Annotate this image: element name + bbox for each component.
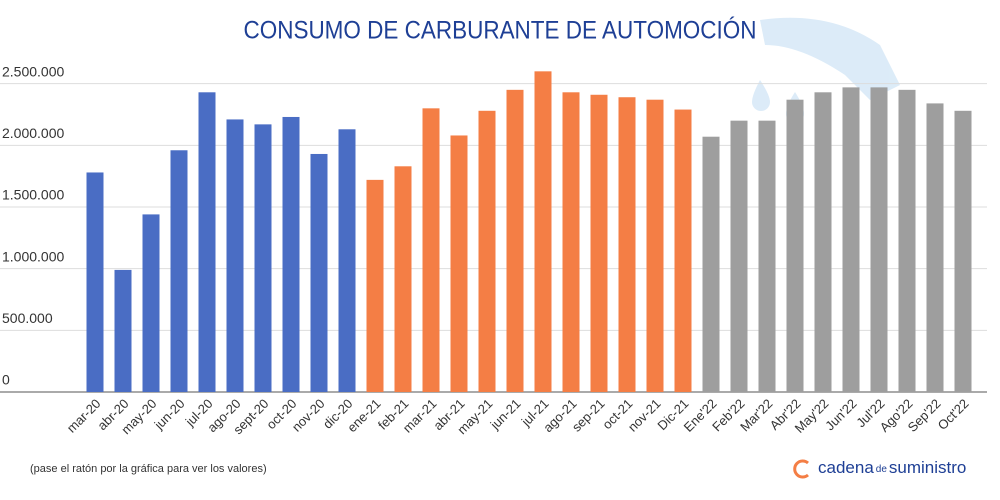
- logo-mark: [793, 459, 809, 479]
- chart-title: CONSUMO DE CARBURANTE DE AUTOMOCIÓN: [243, 17, 756, 45]
- x-tick-label: Jun'22: [822, 396, 859, 433]
- bar: [338, 129, 356, 393]
- bar: [954, 110, 972, 393]
- bar: [898, 89, 916, 392]
- bar: [842, 87, 860, 392]
- x-tick-label: Oct'22: [935, 396, 972, 433]
- bar: [646, 99, 664, 392]
- bar: [114, 269, 132, 392]
- bar: [786, 99, 804, 392]
- brand-logo: cadena de suministro: [793, 458, 966, 479]
- bar: [310, 153, 328, 392]
- bar: [590, 94, 608, 393]
- x-tick-label: jun-20: [151, 396, 188, 433]
- bar: [254, 124, 272, 392]
- brand-text: suministro: [889, 458, 966, 477]
- bar: [478, 110, 496, 393]
- bar: [450, 135, 468, 392]
- x-tick-label: mar-20: [64, 396, 104, 436]
- bar: [422, 108, 440, 392]
- y-tick-label: 0: [2, 372, 10, 388]
- y-tick-label: 2.500.000: [2, 63, 64, 79]
- brand-text: de: [876, 464, 888, 475]
- brand-part1: cadena de suministro: [818, 458, 966, 477]
- x-tick-label: jun-21: [487, 396, 524, 433]
- brand-text: cadena: [818, 458, 874, 477]
- bar: [618, 97, 636, 392]
- y-tick-label: 1.000.000: [2, 248, 64, 264]
- bar: [170, 150, 188, 392]
- bar: [394, 166, 412, 392]
- bar: [702, 136, 720, 392]
- bar: [674, 109, 692, 393]
- bar: [730, 120, 748, 393]
- bar: [758, 120, 776, 393]
- x-tick-label: Mar'22: [737, 396, 775, 434]
- y-tick-label: 2.000.000: [2, 125, 64, 141]
- bar: [198, 92, 216, 393]
- y-tick-label: 1.500.000: [2, 187, 64, 203]
- bar: [226, 119, 244, 392]
- bar: [814, 92, 832, 393]
- y-tick-label: 500.000: [2, 310, 53, 326]
- footnote: (pase el ratón por la gráfica para ver l…: [30, 463, 267, 475]
- bar: [870, 87, 888, 392]
- bar: [534, 71, 552, 392]
- bar: [366, 179, 384, 392]
- bar: [86, 172, 104, 392]
- bar: [282, 116, 300, 392]
- bar: [506, 89, 524, 392]
- bar: [142, 214, 160, 392]
- bar: [926, 103, 944, 393]
- bar: [562, 92, 580, 393]
